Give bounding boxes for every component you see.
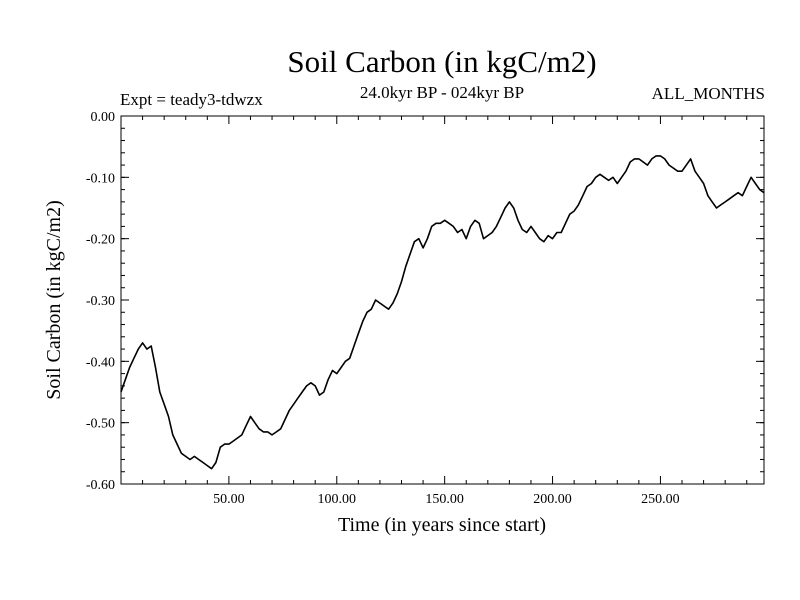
months-label: ALL_MONTHS — [652, 84, 765, 103]
x-tick-label: 200.00 — [533, 492, 572, 507]
y-axis-ticks: 0.00 -0.10 -0.20 -0.30 -0.40 -0.50 -0.60 — [86, 110, 764, 493]
y-tick-label: 0.00 — [91, 110, 116, 125]
y-axis-label: Soil Carbon (in kgC/m2) — [43, 200, 65, 399]
x-tick-label: 250.00 — [641, 492, 680, 507]
x-axis-label: Time (in years since start) — [338, 514, 546, 536]
chart-subtitle: 24.0kyr BP - 024kyr BP — [360, 83, 524, 102]
y-tick-label: -0.10 — [86, 171, 115, 186]
plot-frame — [120, 115, 765, 485]
y-tick-label: -0.40 — [86, 355, 115, 370]
y-tick-label: -0.30 — [86, 294, 115, 309]
experiment-label: Expt = teady3-tdwzx — [120, 90, 263, 109]
chart-title: Soil Carbon (in kgC/m2) — [287, 44, 596, 79]
x-axis-ticks: 50.00 100.00 150.00 200.00 250.00 — [142, 116, 748, 507]
x-tick-label: 50.00 — [213, 492, 245, 507]
y-tick-label: -0.50 — [86, 417, 115, 432]
y-tick-label: -0.20 — [86, 233, 115, 248]
y-tick-label: -0.60 — [86, 478, 115, 493]
soil-carbon-line — [120, 155, 765, 470]
x-tick-label: 100.00 — [318, 492, 357, 507]
x-tick-label: 150.00 — [425, 492, 464, 507]
